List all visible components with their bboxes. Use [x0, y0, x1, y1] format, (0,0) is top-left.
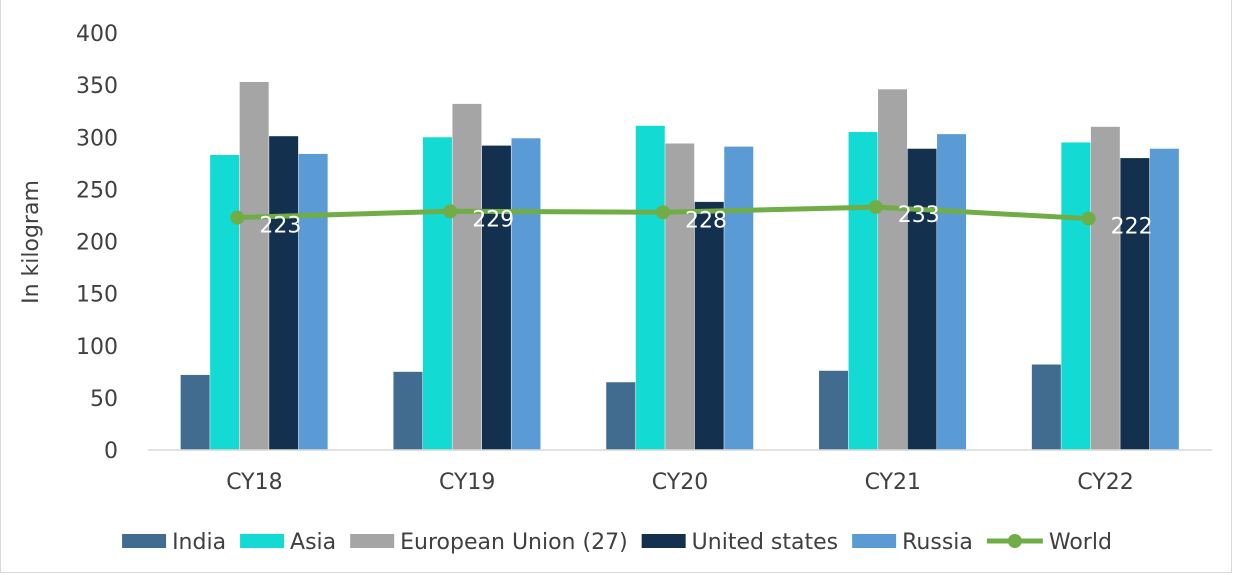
bars-group: [180, 81, 1179, 451]
bar-russia-cy19: [511, 138, 541, 451]
legend-label-european-union-27: European Union (27): [400, 530, 628, 555]
x-tick-label: CY18: [226, 470, 282, 495]
world-data-label: 229: [472, 207, 514, 232]
bar-asia-cy19: [422, 137, 452, 450]
legend-swatch-united-states: [641, 534, 686, 548]
world-point: [868, 200, 883, 215]
legend-label-india: India: [172, 530, 226, 555]
bar-asia-cy22: [1061, 142, 1091, 450]
legend-label-united-states: United states: [692, 530, 838, 555]
bar-european-union-27-cy20: [665, 143, 695, 450]
bar-india-cy22: [1031, 364, 1061, 450]
legend-swatch-russia: [852, 534, 897, 548]
x-axis-ticks: CY18 CY19 CY20 CY21 CY22: [226, 470, 1134, 495]
y-tick-label: 250: [76, 178, 118, 203]
y-tick-label: 100: [76, 335, 118, 360]
world-point: [230, 210, 245, 225]
y-tick-label: 150: [76, 283, 118, 308]
bar-asia-cy20: [635, 125, 665, 450]
y-tick-label: 300: [76, 126, 118, 151]
bar-united-states-cy20: [694, 201, 724, 450]
x-tick-label: CY22: [1077, 470, 1133, 495]
world-data-label: 228: [685, 208, 727, 233]
bar-asia-cy18: [210, 154, 240, 450]
y-tick-label: 400: [76, 22, 118, 47]
bar-russia-cy22: [1149, 148, 1179, 450]
legend-swatch-india: [122, 534, 167, 548]
bar-united-states-cy19: [481, 145, 511, 450]
bar-india-cy18: [180, 374, 210, 450]
bar-india-cy19: [393, 371, 423, 450]
legend-label-world: World: [1049, 530, 1112, 555]
bar-russia-cy20: [724, 146, 754, 450]
legend-swatch-asia: [240, 534, 285, 548]
y-axis-title: In kilogram: [19, 180, 44, 304]
bar-india-cy21: [819, 370, 849, 450]
bar-european-union-27-cy21: [878, 89, 908, 451]
world-point: [1081, 211, 1096, 226]
bar-european-union-27-cy18: [239, 81, 269, 450]
bar-russia-cy18: [298, 153, 328, 450]
world-line-group: 223 229 228 233 222: [230, 200, 1153, 240]
bar-european-union-27-cy19: [452, 103, 482, 450]
world-data-label: 222: [1111, 215, 1153, 240]
legend-label-asia: Asia: [290, 530, 336, 555]
bar-india-cy20: [606, 382, 636, 450]
bar-asia-cy21: [848, 132, 878, 450]
legend: India Asia European Union (27) United state…: [122, 530, 1112, 555]
world-data-label: 233: [898, 203, 940, 228]
world-point: [656, 205, 670, 220]
y-tick-label: 200: [76, 231, 118, 256]
x-tick-label: CY20: [652, 470, 708, 495]
x-tick-label: CY19: [439, 470, 495, 495]
legend-swatch-european-union-27: [350, 534, 395, 548]
x-tick-label: CY21: [865, 470, 921, 495]
bar-united-states-cy22: [1120, 158, 1150, 450]
world-data-label: 223: [259, 214, 301, 239]
bar-united-states-cy21: [907, 148, 937, 450]
legend-label-russia: Russia: [902, 530, 973, 555]
y-tick-label: 350: [76, 74, 118, 99]
bar-russia-cy21: [937, 134, 967, 450]
world-point: [443, 204, 458, 219]
legend-marker-world: [1007, 534, 1022, 548]
bar-united-states-cy18: [269, 136, 299, 450]
y-tick-label: 0: [104, 439, 118, 464]
y-axis-ticks: 0 50 100 150 200 250 300 350 400: [76, 22, 118, 464]
y-tick-label: 50: [90, 387, 118, 412]
bar-european-union-27-cy22: [1090, 126, 1120, 450]
